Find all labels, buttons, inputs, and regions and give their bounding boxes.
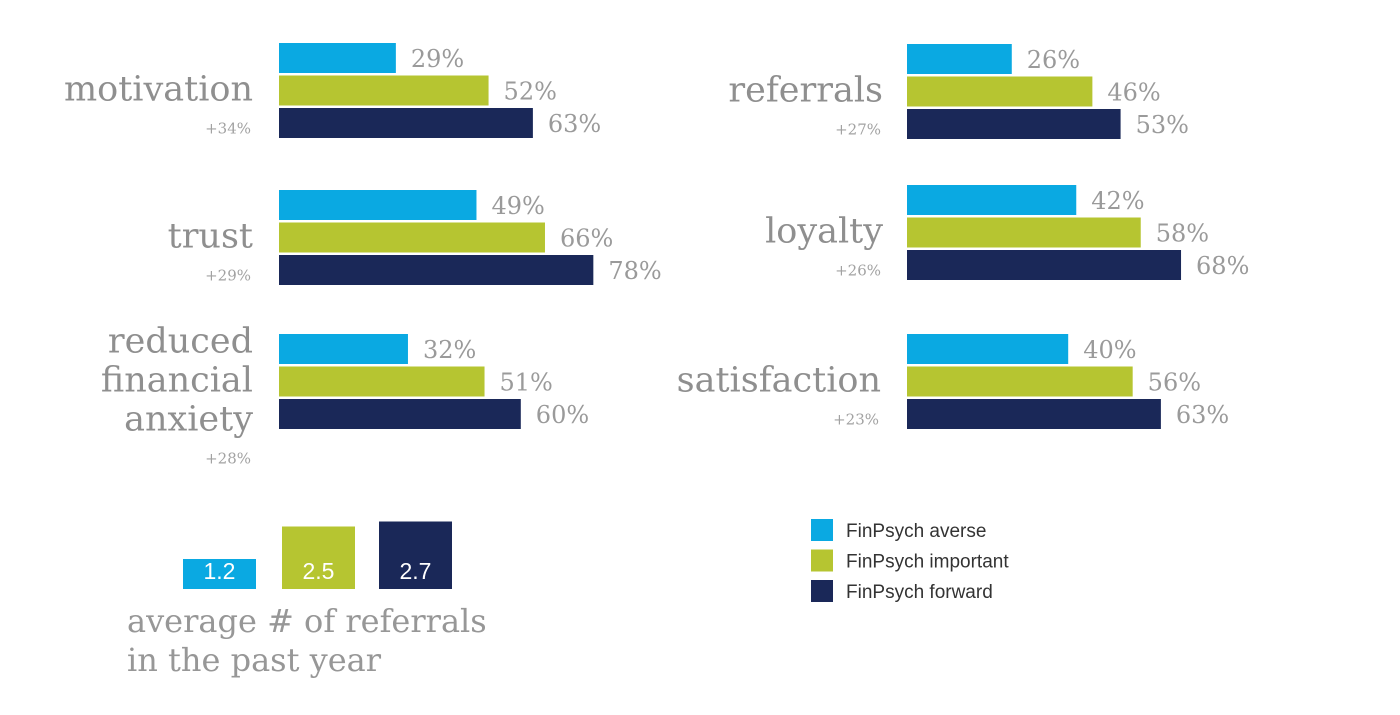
bar-important [279,366,485,397]
value-label: 53% [1136,111,1189,139]
difference-label: +23% [833,411,879,429]
bar-group: 26% 46% 53% referrals +27% [728,44,1189,139]
value-label: 63% [548,110,601,138]
bar-averse [907,334,1069,364]
bar-group: 40% 56% 63% satisfaction +23% [677,334,1229,429]
legend-item: FinPsych averse [811,519,986,542]
bar-important [279,75,489,106]
value-label: 78% [608,257,661,285]
category-label: financial [101,361,253,401]
referral-value-label: 2.5 [303,558,335,584]
value-label: 51% [500,369,553,397]
bar-averse [907,185,1077,215]
legend-label: FinPsych forward [846,582,993,603]
bar-important [907,366,1133,397]
value-label: 52% [504,78,557,106]
referral-value-label: 1.2 [204,558,236,584]
referral-bar-averse [183,559,256,589]
value-label: 42% [1091,187,1144,215]
legend-label: FinPsych averse [846,521,986,542]
bar-forward [279,399,521,429]
difference-label: +26% [835,262,881,280]
value-label: 56% [1148,369,1201,397]
legend-swatch [811,580,833,602]
bar-group: 49% 66% 78% trust +29% [168,190,662,285]
category-label: referrals [728,71,883,111]
referrals-caption: average # of referrals [127,602,487,640]
bar-forward [907,109,1121,139]
legend-label: FinPsych important [846,552,1009,573]
legend: FinPsych averse FinPsych important FinPsyc… [811,519,1009,603]
value-label: 68% [1196,252,1249,280]
category-label: loyalty [765,212,883,252]
referrals-caption: in the past year [127,641,382,679]
difference-label: +34% [205,120,251,138]
referral-bar-important [282,526,355,589]
value-label: 46% [1107,79,1160,107]
bar-averse [907,44,1012,74]
value-label: 60% [536,401,589,429]
value-label: 66% [560,225,613,253]
bar-groups: 29% 52% 63% motivation +34% 49% 66% 78% trust +29… [64,43,1249,468]
difference-label: +29% [205,267,251,285]
value-label: 26% [1027,46,1080,74]
bar-forward [907,250,1182,280]
value-label: 63% [1176,401,1229,429]
referral-bar-forward [379,521,452,589]
legend-item: FinPsych forward [811,580,993,603]
legend-swatch [811,549,833,572]
difference-label: +27% [835,121,881,139]
value-label: 40% [1083,336,1136,364]
value-label: 49% [491,192,544,220]
bar-averse [279,334,408,364]
bar-group: 42% 58% 68% loyalty +26% [765,185,1249,280]
category-label: motivation [64,70,253,110]
bar-forward [907,399,1161,429]
bar-forward [279,255,594,285]
value-label: 29% [411,45,464,73]
category-label: trust [168,217,253,257]
difference-label: +28% [205,450,251,468]
legend-swatch [811,519,833,541]
bar-important [907,76,1093,107]
category-label: reduced [108,322,253,362]
bar-group: 29% 52% 63% motivation +34% [64,43,601,138]
bar-important [907,217,1141,248]
referral-value-label: 2.7 [400,558,432,584]
bar-averse [279,43,396,73]
legend-item: FinPsych important [811,549,1009,573]
category-label: anxiety [124,400,253,440]
category-label: satisfaction [677,361,881,401]
value-label: 58% [1156,220,1209,248]
bar-averse [279,190,477,220]
bar-forward [279,108,533,138]
value-label: 32% [423,336,476,364]
bar-important [279,222,545,253]
